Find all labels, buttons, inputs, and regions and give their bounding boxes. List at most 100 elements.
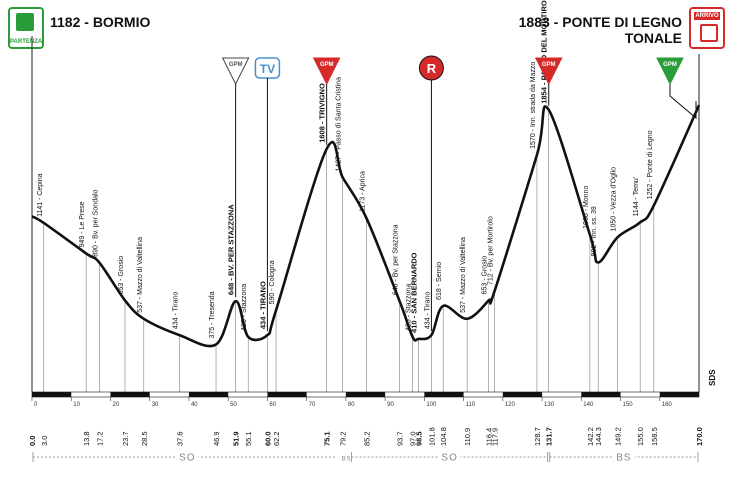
km-label-22: 117.9 (491, 428, 500, 446)
km-axis-segment-20 (110, 392, 150, 397)
tv-label-1: TV (260, 62, 275, 76)
km-tick-label-20: 20 (112, 402, 119, 408)
km-label-10: 60.0 (263, 431, 272, 446)
km-label-15: 93.7 (396, 431, 405, 446)
km-tick-label-130: 130 (544, 402, 555, 408)
km-label-13: 79.2 (339, 431, 348, 446)
km-tick-label-100: 100 (426, 402, 437, 408)
km-tick-label-40: 40 (191, 402, 198, 408)
start-location: 1182 - BORMIO (50, 14, 151, 30)
start-flag-icon: PARTENZA (8, 7, 44, 49)
gpm-triangle-icon-4 (534, 57, 563, 86)
km-tick-label-80: 80 (348, 402, 355, 408)
km-label-1: 3.0 (40, 436, 49, 446)
km-label-12: 75.1 (323, 431, 332, 446)
km-tick-label-110: 110 (466, 402, 476, 408)
waypoint-label-20: 653 - Grosio (482, 256, 489, 295)
gpm-label-2: GPM (320, 62, 334, 68)
waypoint-label-27: 1144 - Temu' (633, 177, 640, 217)
waypoint-label-19: 537 - Mazzo di Valtellina (460, 237, 467, 313)
km-label-30: 170.0 (695, 427, 704, 446)
km-label-28: 155.0 (636, 427, 645, 446)
province-label-0: SO (179, 453, 195, 464)
km-label-19: 104.8 (439, 427, 448, 446)
km-tick-label-150: 150 (623, 402, 634, 408)
axis-end-label: SDS (708, 369, 717, 386)
km-tick-label-50: 50 (230, 402, 237, 408)
km-tick-label-30: 30 (152, 402, 159, 408)
km-tick-label-10: 10 (73, 402, 80, 408)
km-axis-segment-40 (188, 392, 229, 397)
waypoint-label-26: 1050 - Vezza d'Oglio (610, 167, 617, 231)
waypoint-label-28: 1252 - Ponte di Legno (647, 130, 654, 199)
km-axis-segment-160 (659, 392, 699, 397)
km-label-2: 13.8 (82, 431, 91, 446)
km-label-17: 98.5 (414, 431, 423, 446)
province-label-2: SO (441, 453, 457, 464)
waypoint-label-0: 1141 - Cepina (37, 173, 44, 217)
finish-location-line2: TONALE (624, 30, 682, 46)
province-label-bg-3 (612, 451, 635, 463)
waypoint-label-14: 648 - Bv. per Stazzona (393, 224, 400, 295)
waypoint-label-13: 1173 - Aprica (359, 171, 366, 212)
km-tick-label-70: 70 (309, 402, 316, 408)
km-label-4: 23.7 (121, 431, 130, 446)
province-label-bg-0 (176, 451, 199, 463)
marker-connector-5 (669, 84, 697, 120)
province-label-bg-1 (335, 451, 358, 463)
km-label-23: 128.7 (533, 427, 542, 446)
km-axis-segment-140 (581, 392, 621, 397)
waypoint-label-25: 892 - Inn. ss. 39 (591, 206, 598, 256)
km-tick-label-0: 0 (34, 402, 38, 408)
waypoint-label-9: 434 - TIRANO (258, 281, 267, 329)
km-label-21: 116.4 (485, 428, 494, 446)
km-label-16: 97.0 (409, 431, 418, 446)
waypoint-label-6: 375 - Tresenda (209, 291, 216, 338)
elevation-profile-line (31, 104, 701, 348)
km-label-0: 0.0 (28, 436, 37, 446)
km-label-26: 144.3 (594, 427, 603, 446)
marker-gpm-0: GPM (221, 57, 250, 86)
waypoint-label-8: 423 - Stazzona (241, 284, 248, 331)
km-axis-segment-120 (502, 392, 543, 397)
km-label-3: 17.2 (95, 431, 104, 446)
km-tick-label-90: 90 (387, 402, 394, 408)
gpm-triangle-icon-5 (656, 57, 684, 86)
km-label-20: 110.9 (463, 428, 472, 446)
waypoint-label-4: 537 - Mazzo di Valtellina (137, 237, 144, 313)
km-label-7: 46.9 (212, 431, 221, 446)
waypoint-label-21: 712 - Bv. per Mortirolo (488, 216, 495, 285)
gpm-label-0: GPM (229, 62, 243, 68)
marker-gpm-5: GPM (656, 57, 684, 86)
km-label-9: 55.1 (244, 431, 253, 446)
marker-gpm-4: GPM (534, 57, 563, 86)
waypoint-label-23: 1854 - PASSO DEL MORTIROLO (540, 0, 549, 104)
km-tick-label-160: 160 (662, 402, 673, 408)
marker-gpm-2: GPM (312, 57, 341, 86)
province-label-3: BS (616, 453, 631, 464)
km-label-6: 37.6 (176, 431, 185, 446)
gpm-label-4: GPM (542, 62, 556, 68)
waypoint-label-3: 653 - Grosio (118, 256, 125, 295)
waypoint-label-24: 1066 - Monno (583, 186, 590, 229)
km-axis-segment-100 (424, 392, 464, 397)
km-label-25: 142.2 (586, 427, 595, 446)
start-badge-label: PARTENZA (10, 39, 43, 45)
km-label-11: 62.2 (272, 431, 281, 446)
km-label-29: 158.5 (650, 427, 659, 446)
marker-tv-1: TV (254, 57, 281, 79)
refreshment-label-3: R (427, 61, 437, 76)
province-label-1: BS (342, 457, 352, 463)
km-label-14: 85.2 (362, 431, 371, 446)
waypoint-label-17: 434 - Tirano (424, 292, 431, 329)
km-label-27: 149.2 (613, 427, 622, 446)
gpm-triangle-icon-2 (312, 57, 341, 86)
waypoint-label-16: 410 - SAN BERNARDO (409, 252, 418, 333)
waypoint-label-18: 618 - Sernio (436, 262, 443, 300)
waypoint-label-1: 949 - Le Prese (79, 201, 86, 247)
gpm-label-5: GPM (663, 62, 677, 68)
km-tick-label-60: 60 (269, 402, 276, 408)
waypoint-label-11: 1608 - TRIVIGNO (318, 83, 327, 143)
